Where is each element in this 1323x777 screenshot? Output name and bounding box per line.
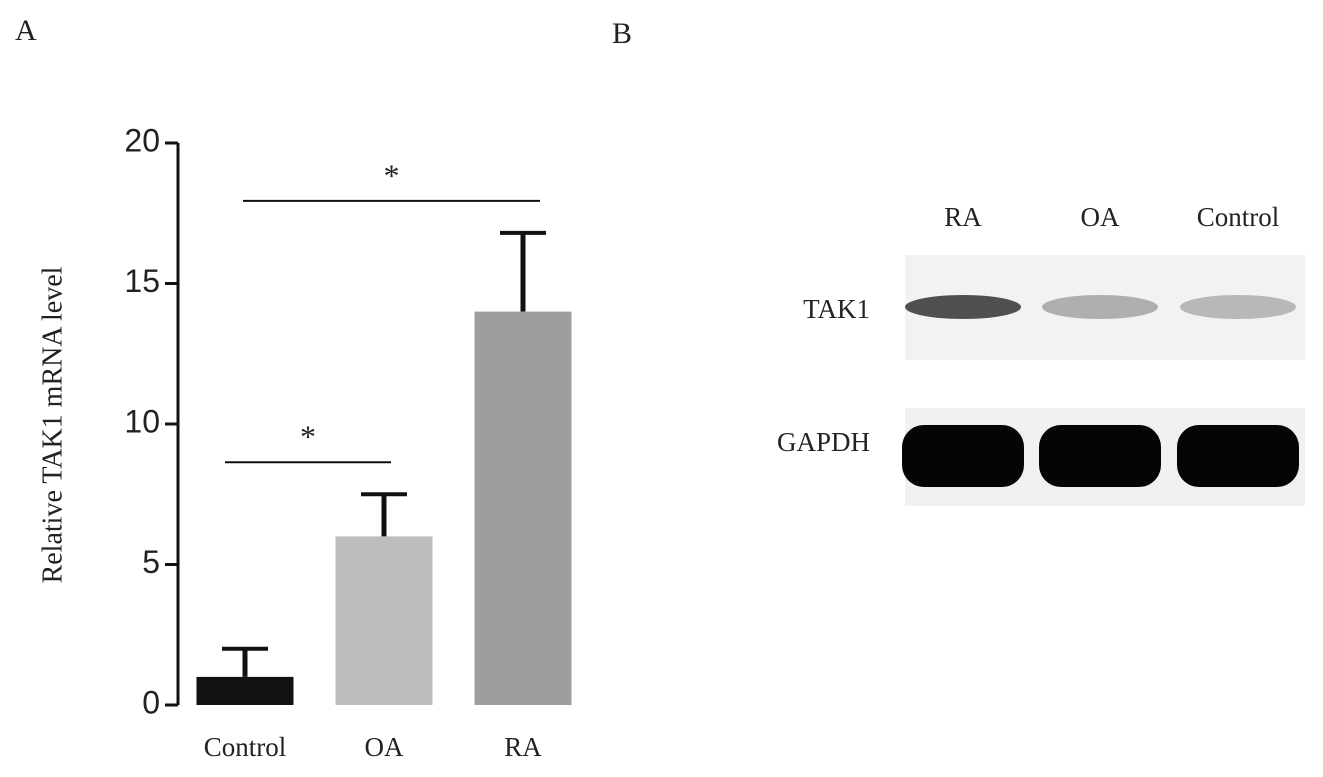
panel-label: B: [612, 17, 632, 50]
x-tick-label: Control: [204, 732, 287, 762]
lane-label: Control: [1197, 202, 1280, 232]
bar: [474, 311, 572, 705]
y-tick-label: 0: [142, 684, 160, 720]
y-tick-label: 5: [142, 544, 160, 580]
panel-label: A: [15, 14, 37, 47]
y-tick-label: 15: [124, 263, 160, 299]
y-tick-label: 10: [124, 403, 160, 439]
blot-band: [1177, 425, 1299, 487]
row-label: TAK1: [803, 294, 870, 324]
row-label: GAPDH: [777, 427, 870, 457]
blot-band: [905, 295, 1021, 319]
y-tick-label: 20: [124, 122, 160, 158]
x-tick-label: OA: [365, 732, 404, 762]
significance-label: *: [300, 419, 316, 455]
lane-label: RA: [944, 202, 982, 232]
lane-label: OA: [1081, 202, 1120, 232]
blot-band: [1180, 295, 1296, 319]
blot-band: [1042, 295, 1158, 319]
significance-label: *: [384, 157, 400, 193]
bar: [196, 676, 294, 705]
y-axis-title: Relative TAK1 mRNA level: [37, 266, 68, 583]
bar: [335, 536, 433, 705]
x-tick-label: RA: [504, 732, 542, 762]
blot-band: [902, 425, 1024, 487]
blot-band: [1039, 425, 1161, 487]
